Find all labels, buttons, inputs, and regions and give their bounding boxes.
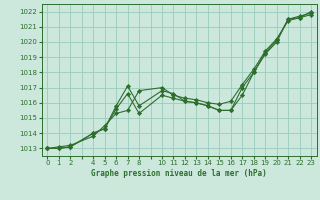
X-axis label: Graphe pression niveau de la mer (hPa): Graphe pression niveau de la mer (hPa) [91,169,267,178]
